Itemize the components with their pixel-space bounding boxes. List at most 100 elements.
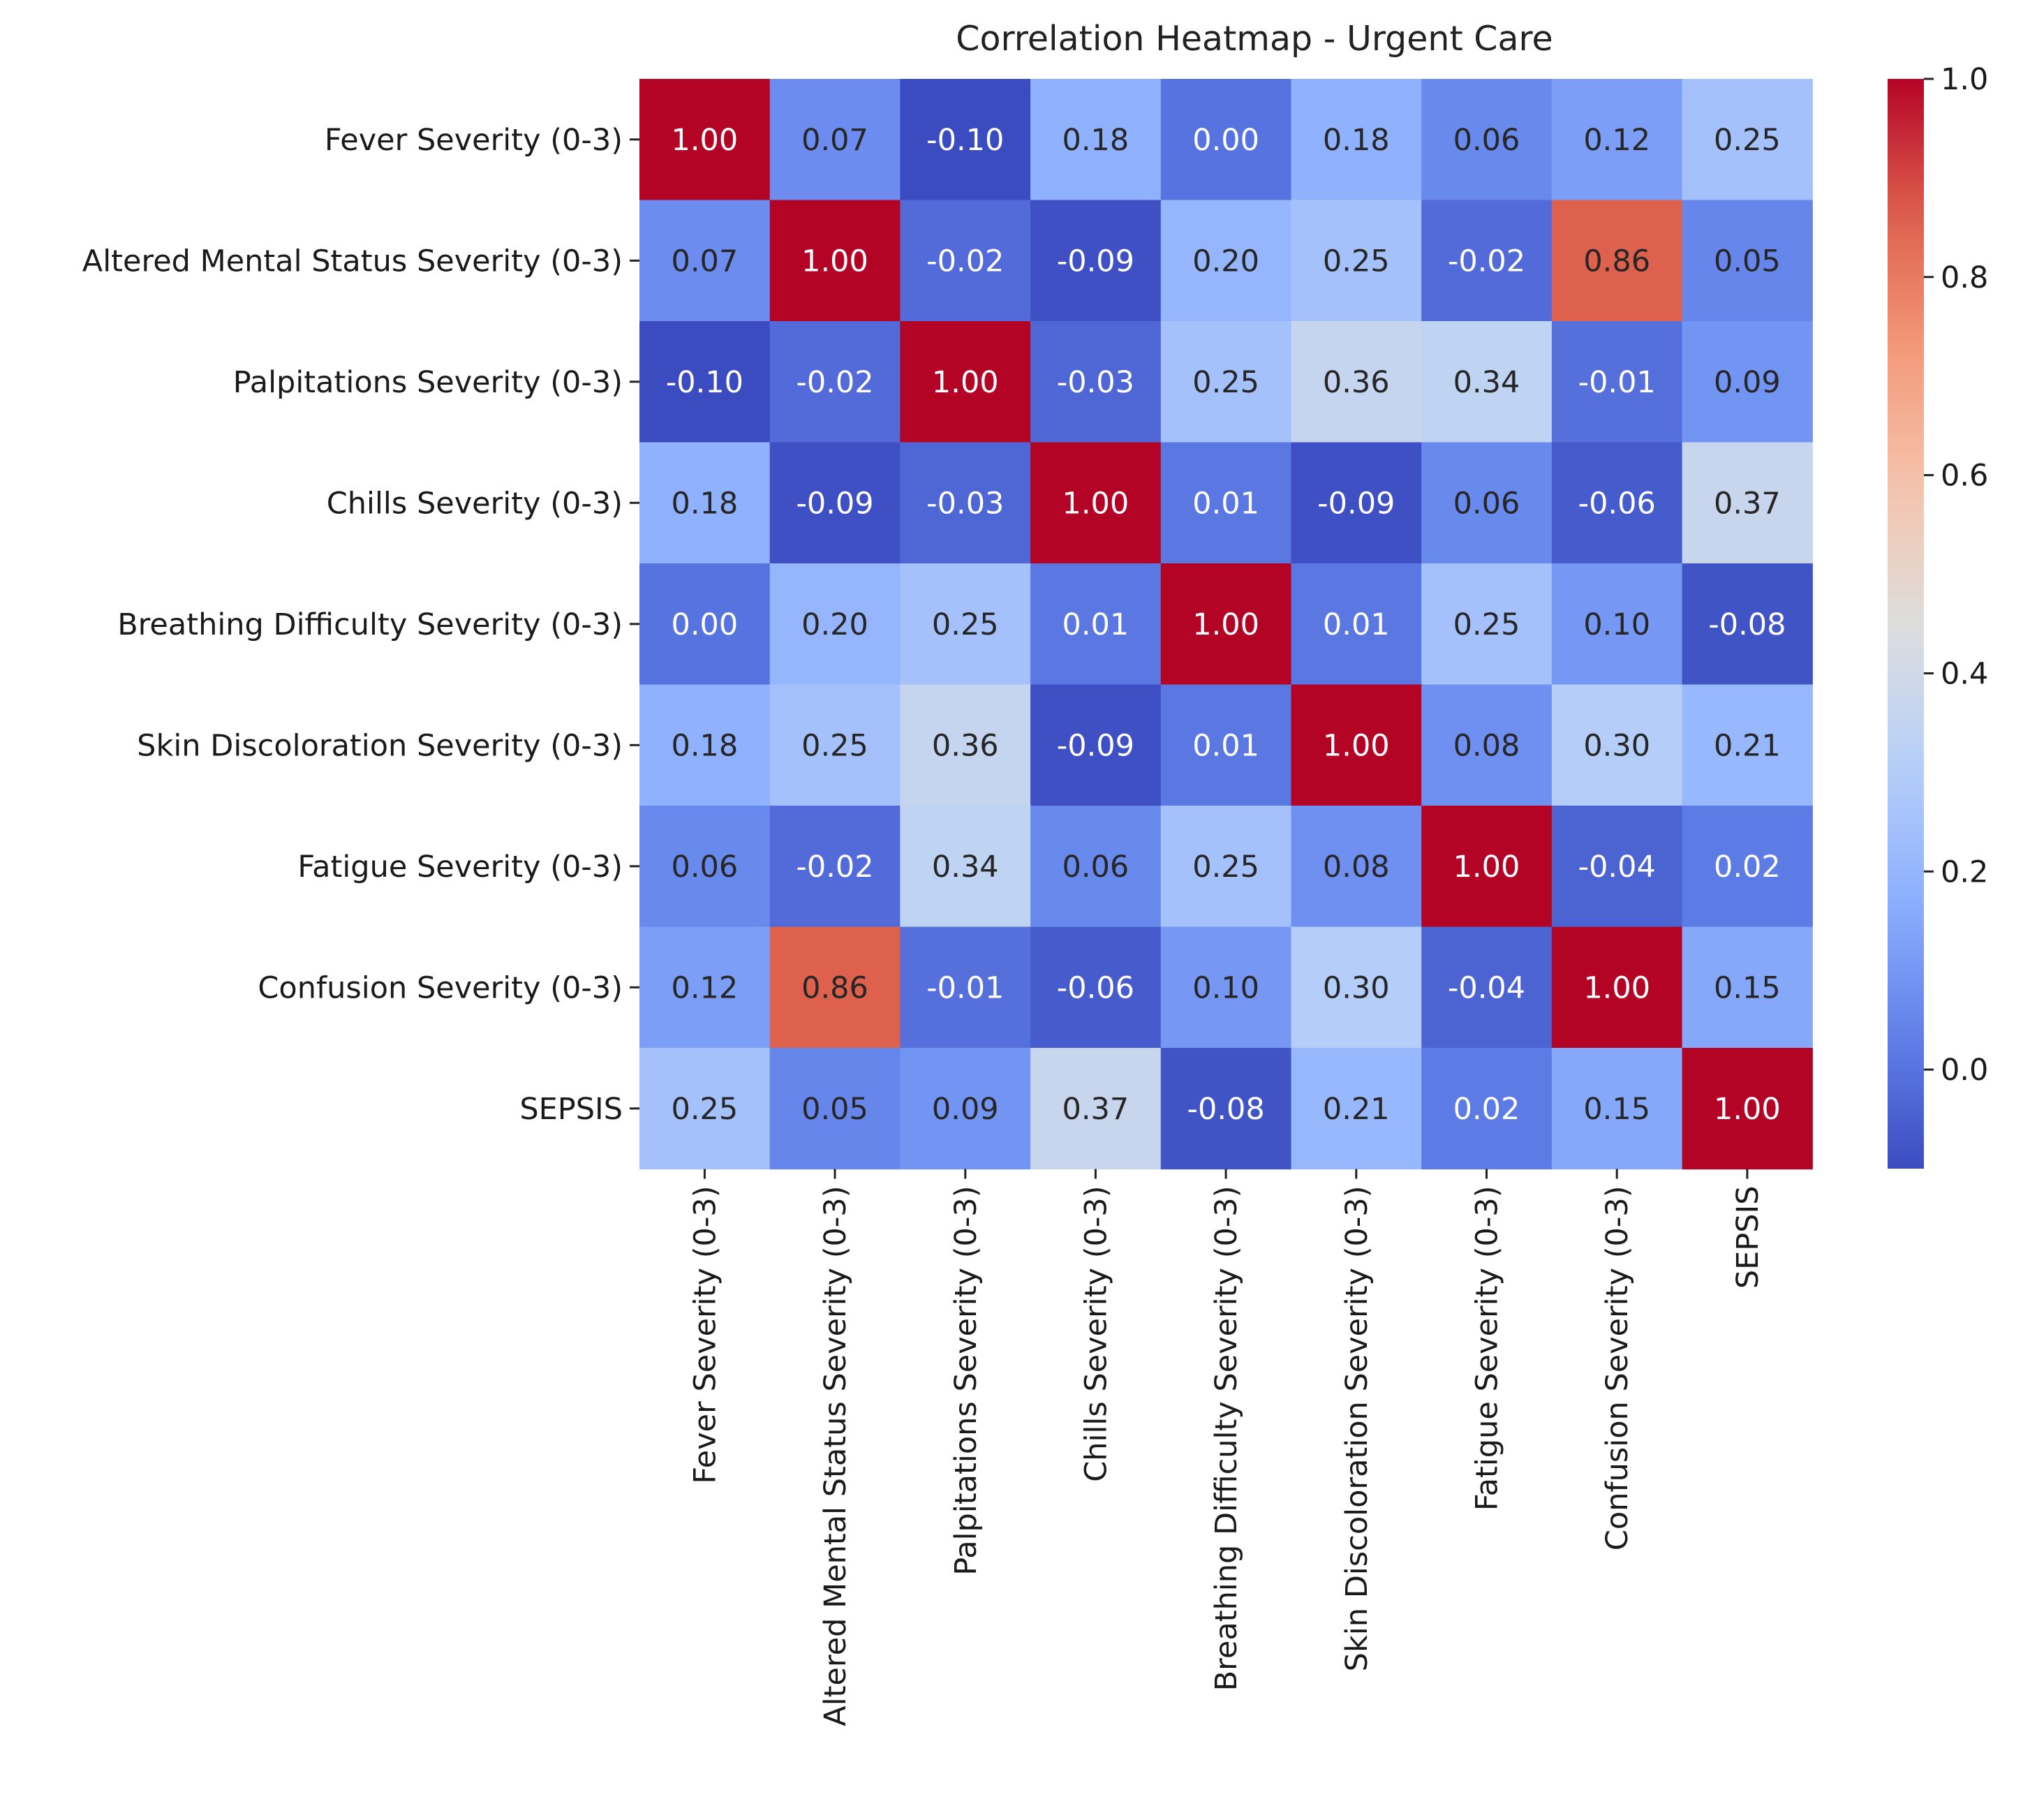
cell-value-label: 0.09 <box>1714 365 1781 400</box>
cell-value-label: 0.06 <box>672 850 739 885</box>
cell-value-label: 0.07 <box>672 244 739 279</box>
x-tick-label-confusion-severity: Confusion Severity (0-3) <box>1600 1186 1635 1551</box>
cell-value-label: 0.06 <box>1453 123 1520 158</box>
heatmap-cell-fever-severity-x-breathing-difficulty-severity <box>1160 79 1292 201</box>
cell-value-label: -0.10 <box>926 123 1004 158</box>
x-tick-label-breathing-difficulty-severity: Breathing Difficulty Severity (0-3) <box>1209 1186 1244 1692</box>
heatmap-cell-confusion-severity-x-palpitations-severity <box>900 926 1031 1049</box>
colorbar-tick-label: 0.4 <box>1941 657 1988 692</box>
heatmap-cell-palpitations-severity-x-fatigue-severity <box>1421 321 1553 443</box>
y-tick-label-palpitations-severity: Palpitations Severity (0-3) <box>233 365 623 400</box>
heatmap-cell-sepsis-x-palpitations-severity <box>900 1048 1031 1170</box>
colorbar-tick-label: 1.0 <box>1941 62 1988 97</box>
cell-value-label: -0.02 <box>1448 244 1525 279</box>
cell-value-label: 0.10 <box>1192 970 1259 1005</box>
heatmap-cell-altered-mental-status-severity-x-breathing-difficulty-severity <box>1160 200 1292 322</box>
colorbar-tick-label: 0.6 <box>1941 459 1988 494</box>
cell-value-label: -0.02 <box>796 850 873 885</box>
x-tick-label-sepsis: SEPSIS <box>1731 1186 1765 1289</box>
cell-value-label: 0.15 <box>1583 1092 1650 1127</box>
x-tick-label-altered-mental-status-severity: Altered Mental Status Severity (0-3) <box>818 1186 853 1726</box>
cell-value-label: 0.06 <box>1453 486 1520 521</box>
heatmap-cell-fatigue-severity-x-skin-discoloration-severity <box>1291 806 1422 928</box>
heatmap-cell-sepsis-x-fever-severity <box>639 1048 771 1170</box>
heatmap-cell-chills-severity-x-chills-severity <box>1030 442 1162 564</box>
cell-value-label: 0.18 <box>672 728 739 763</box>
heatmap-cell-confusion-severity-x-fever-severity <box>639 926 771 1049</box>
cell-value-label: -0.08 <box>1708 607 1786 642</box>
cell-value-label: -0.03 <box>926 486 1004 521</box>
cell-value-label: 0.30 <box>1583 728 1650 763</box>
cell-value-label: 0.25 <box>1192 365 1259 400</box>
cell-value-label: 1.00 <box>1453 850 1520 885</box>
heatmap-cell-fever-severity-x-sepsis <box>1682 79 1813 201</box>
cell-value-label: 0.01 <box>1192 486 1259 521</box>
cell-value-label: 1.00 <box>1192 607 1259 642</box>
heatmap-cell-chills-severity-x-skin-discoloration-severity <box>1291 442 1422 564</box>
cell-value-label: 0.20 <box>801 607 868 642</box>
cell-value-label: -0.09 <box>1057 244 1134 279</box>
heatmap-cell-breathing-difficulty-severity-x-confusion-severity <box>1551 563 1683 686</box>
heatmap-cell-confusion-severity-x-confusion-severity <box>1551 926 1683 1049</box>
colorbar: 0.0 0.2 0.4 0.6 0.8 1.0 <box>1888 62 1988 1169</box>
heatmap-cell-palpitations-severity-x-breathing-difficulty-severity <box>1160 321 1292 443</box>
y-axis-labels: Fever Severity (0-3) Altered Mental Statu… <box>82 123 639 1127</box>
heatmap-cell-fatigue-severity-x-chills-severity <box>1030 806 1162 928</box>
heatmap-cell-palpitations-severity-x-fever-severity <box>639 321 771 443</box>
heatmap-cell-altered-mental-status-severity-x-fatigue-severity <box>1421 200 1553 322</box>
cell-value-label: 0.05 <box>801 1092 868 1127</box>
heatmap-cell-sepsis-x-skin-discoloration-severity <box>1291 1048 1422 1170</box>
cell-value-label: 0.09 <box>932 1092 999 1127</box>
heatmap-cell-confusion-severity-x-altered-mental-status-severity <box>769 926 901 1049</box>
cell-value-label: 0.36 <box>1323 365 1390 400</box>
heatmap-cell-breathing-difficulty-severity-x-fever-severity <box>639 563 771 686</box>
heatmap-cell-breathing-difficulty-severity-x-palpitations-severity <box>900 563 1031 686</box>
cell-value-label: 0.08 <box>1453 728 1520 763</box>
heatmap-cell-fatigue-severity-x-sepsis <box>1682 806 1813 928</box>
cell-value-label: 0.20 <box>1192 244 1259 279</box>
cell-value-label: 0.00 <box>1192 123 1259 158</box>
x-tick-label-fever-severity: Fever Severity (0-3) <box>688 1186 723 1484</box>
y-tick-label-breathing-difficulty-severity: Breathing Difficulty Severity (0-3) <box>117 607 623 642</box>
cell-value-label: 1.00 <box>1323 728 1390 763</box>
cell-value-label: 0.36 <box>932 728 999 763</box>
cell-value-label: -0.09 <box>1057 728 1134 763</box>
cell-value-label: 0.07 <box>801 123 868 158</box>
heatmap-cell-palpitations-severity-x-sepsis <box>1682 321 1813 443</box>
cell-value-label: 0.21 <box>1323 1092 1390 1127</box>
heatmap-cell-chills-severity-x-fatigue-severity <box>1421 442 1553 564</box>
cell-value-label: 0.12 <box>1583 123 1650 158</box>
heatmap-cell-breathing-difficulty-severity-x-altered-mental-status-severity <box>769 563 901 686</box>
heatmap-cell-sepsis-x-confusion-severity <box>1551 1048 1683 1170</box>
heatmap-cell-chills-severity-x-sepsis <box>1682 442 1813 564</box>
heatmap-cell-fever-severity-x-altered-mental-status-severity <box>769 79 901 201</box>
heatmap-cell-altered-mental-status-severity-x-chills-severity <box>1030 200 1162 322</box>
cell-value-label: -0.08 <box>1187 1092 1264 1127</box>
y-tick-label-sepsis: SEPSIS <box>519 1092 623 1127</box>
heatmap-cell-skin-discoloration-severity-x-skin-discoloration-severity <box>1291 684 1422 806</box>
cell-value-label: 0.18 <box>1323 123 1390 158</box>
cell-value-label: -0.06 <box>1057 970 1134 1005</box>
heatmap-cell-breathing-difficulty-severity-x-skin-discoloration-severity <box>1291 563 1422 686</box>
cell-value-label: 0.08 <box>1323 850 1390 885</box>
cell-value-label: 0.34 <box>932 850 999 885</box>
heatmap-cell-palpitations-severity-x-chills-severity <box>1030 321 1162 443</box>
cell-value-label: 0.30 <box>1323 970 1390 1005</box>
heatmap-cell-confusion-severity-x-breathing-difficulty-severity <box>1160 926 1292 1049</box>
x-tick-label-skin-discoloration-severity: Skin Discoloration Severity (0-3) <box>1340 1186 1375 1672</box>
colorbar-tick-label: 0.2 <box>1941 854 1988 889</box>
cell-value-label: -0.01 <box>926 970 1004 1005</box>
cell-value-label: 1.00 <box>1062 486 1129 521</box>
cell-value-label: 0.18 <box>672 486 739 521</box>
heatmap-cell-altered-mental-status-severity-x-fever-severity <box>639 200 771 322</box>
cell-value-label: 0.02 <box>1453 1092 1520 1127</box>
x-tick-label-palpitations-severity: Palpitations Severity (0-3) <box>949 1186 984 1576</box>
chart-title: Correlation Heatmap - Urgent Care <box>956 19 1553 59</box>
y-tick-label-chills-severity: Chills Severity (0-3) <box>327 486 623 521</box>
cell-value-label: 0.37 <box>1714 486 1781 521</box>
y-tick-label-altered-mental-status-severity: Altered Mental Status Severity (0-3) <box>82 244 623 279</box>
cell-value-label: 1.00 <box>672 123 739 158</box>
heatmap-cell-altered-mental-status-severity-x-confusion-severity <box>1551 200 1683 322</box>
